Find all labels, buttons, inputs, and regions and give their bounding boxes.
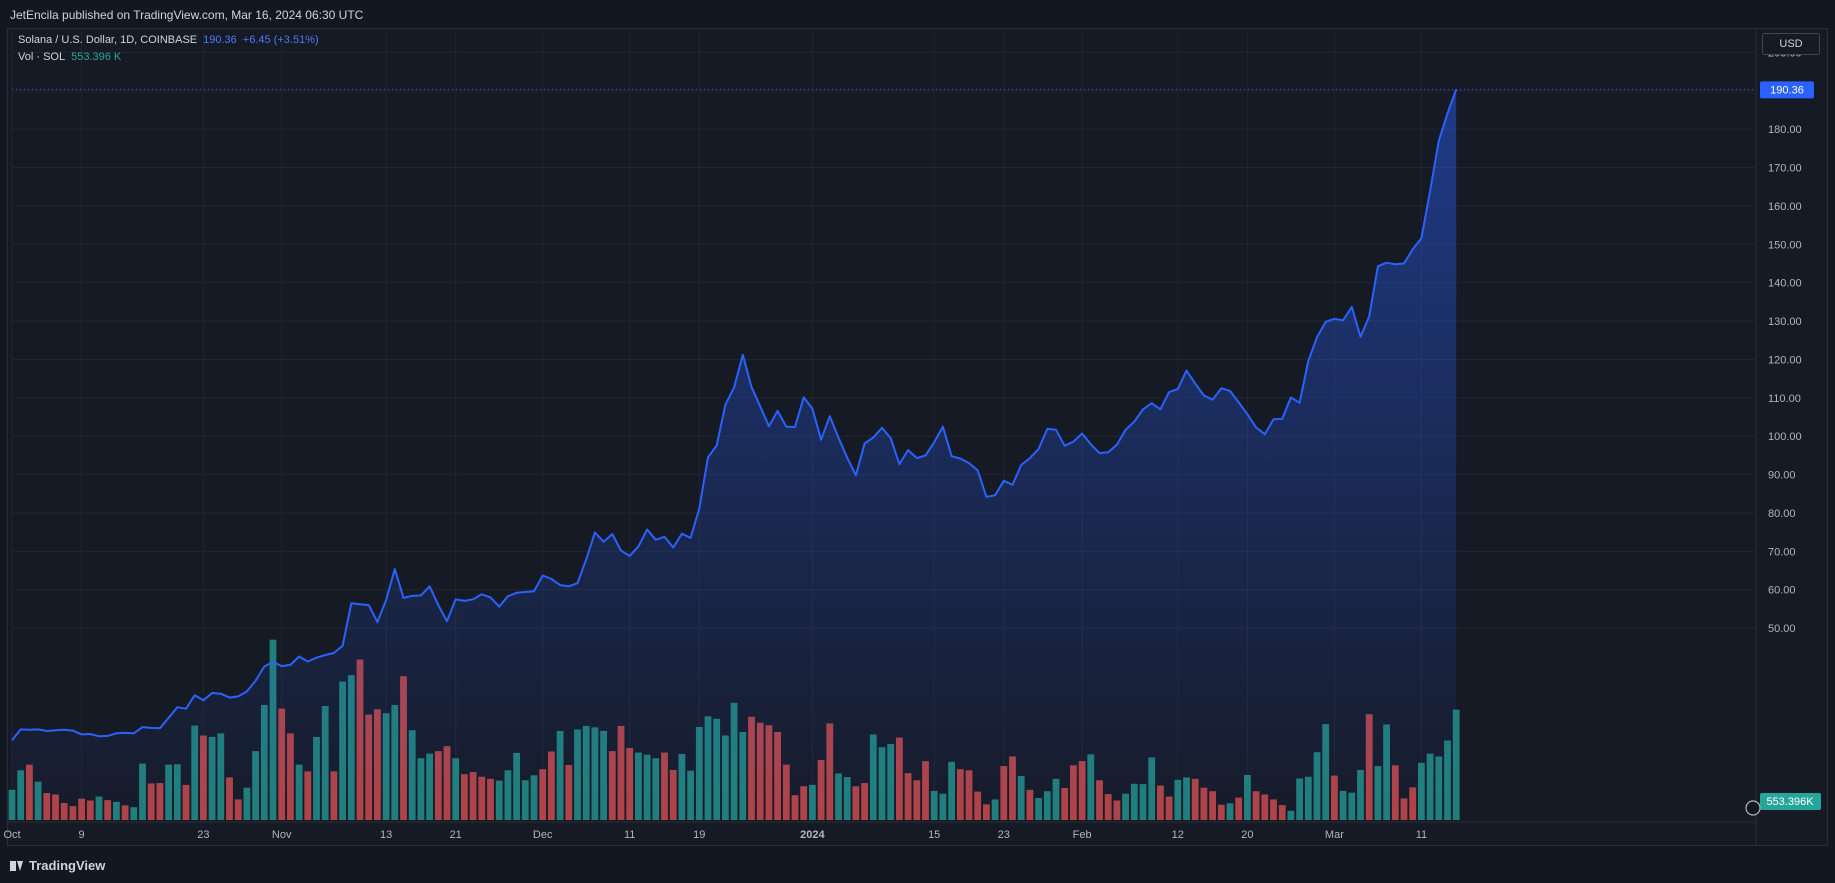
publisher-text: JetEncila published on TradingView.com, … [10, 8, 364, 22]
x-tick-label: Feb [1073, 829, 1092, 841]
x-tick-label: 13 [380, 829, 392, 841]
indicator-circle-icon [1745, 800, 1761, 816]
footer: TradingView [0, 846, 1835, 883]
symbol-label[interactable]: Solana / U.S. Dollar, 1D, COINBASE [18, 34, 198, 46]
y-tick-label: 50.00 [1768, 623, 1796, 635]
tradingview-logo-icon [10, 861, 24, 871]
last-price-badge-text: 190.36 [1770, 84, 1804, 96]
legend-change: +6.45 (+3.51%) [242, 34, 319, 46]
x-tick-label: Oct [3, 829, 20, 841]
top-bar: JetEncila published on TradingView.com, … [0, 0, 1835, 28]
y-tick-label: 150.00 [1768, 239, 1802, 251]
volume-label[interactable]: Vol · SOL [18, 51, 66, 63]
symbol-legend: Solana / U.S. Dollar, 1D, COINBASE 190.36… [18, 34, 319, 46]
x-tick-label: 19 [693, 829, 705, 841]
x-tick-label: 23 [197, 829, 209, 841]
x-tick-label: 12 [1172, 829, 1184, 841]
x-tick-label: Nov [272, 829, 292, 841]
y-tick-label: 130.00 [1768, 316, 1802, 328]
last-price-badge [1760, 81, 1814, 99]
y-tick-label: 90.00 [1768, 470, 1796, 482]
y-tick-label: 70.00 [1768, 546, 1796, 558]
x-tick-label: 9 [79, 829, 85, 841]
y-tick-label: 100.00 [1768, 431, 1802, 443]
volume-value: 553.396 K [71, 51, 122, 63]
x-tick-label: 21 [450, 829, 462, 841]
legend-price: 190.36 [203, 34, 237, 46]
price-area [12, 89, 1457, 820]
x-tick-label: 15 [928, 829, 940, 841]
brand-name: TradingView [29, 858, 106, 873]
tradingview-logo[interactable]: TradingView [10, 858, 105, 873]
y-tick-label: 60.00 [1768, 585, 1796, 597]
y-tick-label: 110.00 [1768, 393, 1801, 405]
y-tick-label: 180.00 [1768, 124, 1802, 136]
x-tick-label: 11 [624, 829, 635, 841]
volume-badge [1760, 793, 1821, 810]
volume-legend: Vol · SOL 553.396 K [18, 51, 121, 63]
x-tick-label: Mar [1325, 829, 1344, 841]
currency-button[interactable]: USD [1762, 33, 1820, 55]
volume-bar [1452, 709, 1460, 820]
x-tick-label: 23 [998, 829, 1010, 841]
price-line [11, 89, 1458, 741]
x-tick-label: 11 [1416, 829, 1427, 841]
x-tick-label: Dec [533, 829, 553, 841]
x-tick-label: 20 [1241, 829, 1253, 841]
volume-badge-text: 553.396K [1766, 796, 1814, 808]
x-tick-label: 2024 [800, 829, 825, 841]
y-tick-label: 160.00 [1768, 201, 1802, 213]
y-tick-label: 140.00 [1768, 278, 1802, 290]
y-tick-label: 170.00 [1768, 163, 1802, 175]
y-tick-label: 120.00 [1768, 354, 1802, 366]
price-chart[interactable]: 50.00 60.00 70.00 80.00 90.00 100.00 110.00 120… [0, 0, 1835, 846]
y-tick-label: 80.00 [1768, 508, 1796, 520]
